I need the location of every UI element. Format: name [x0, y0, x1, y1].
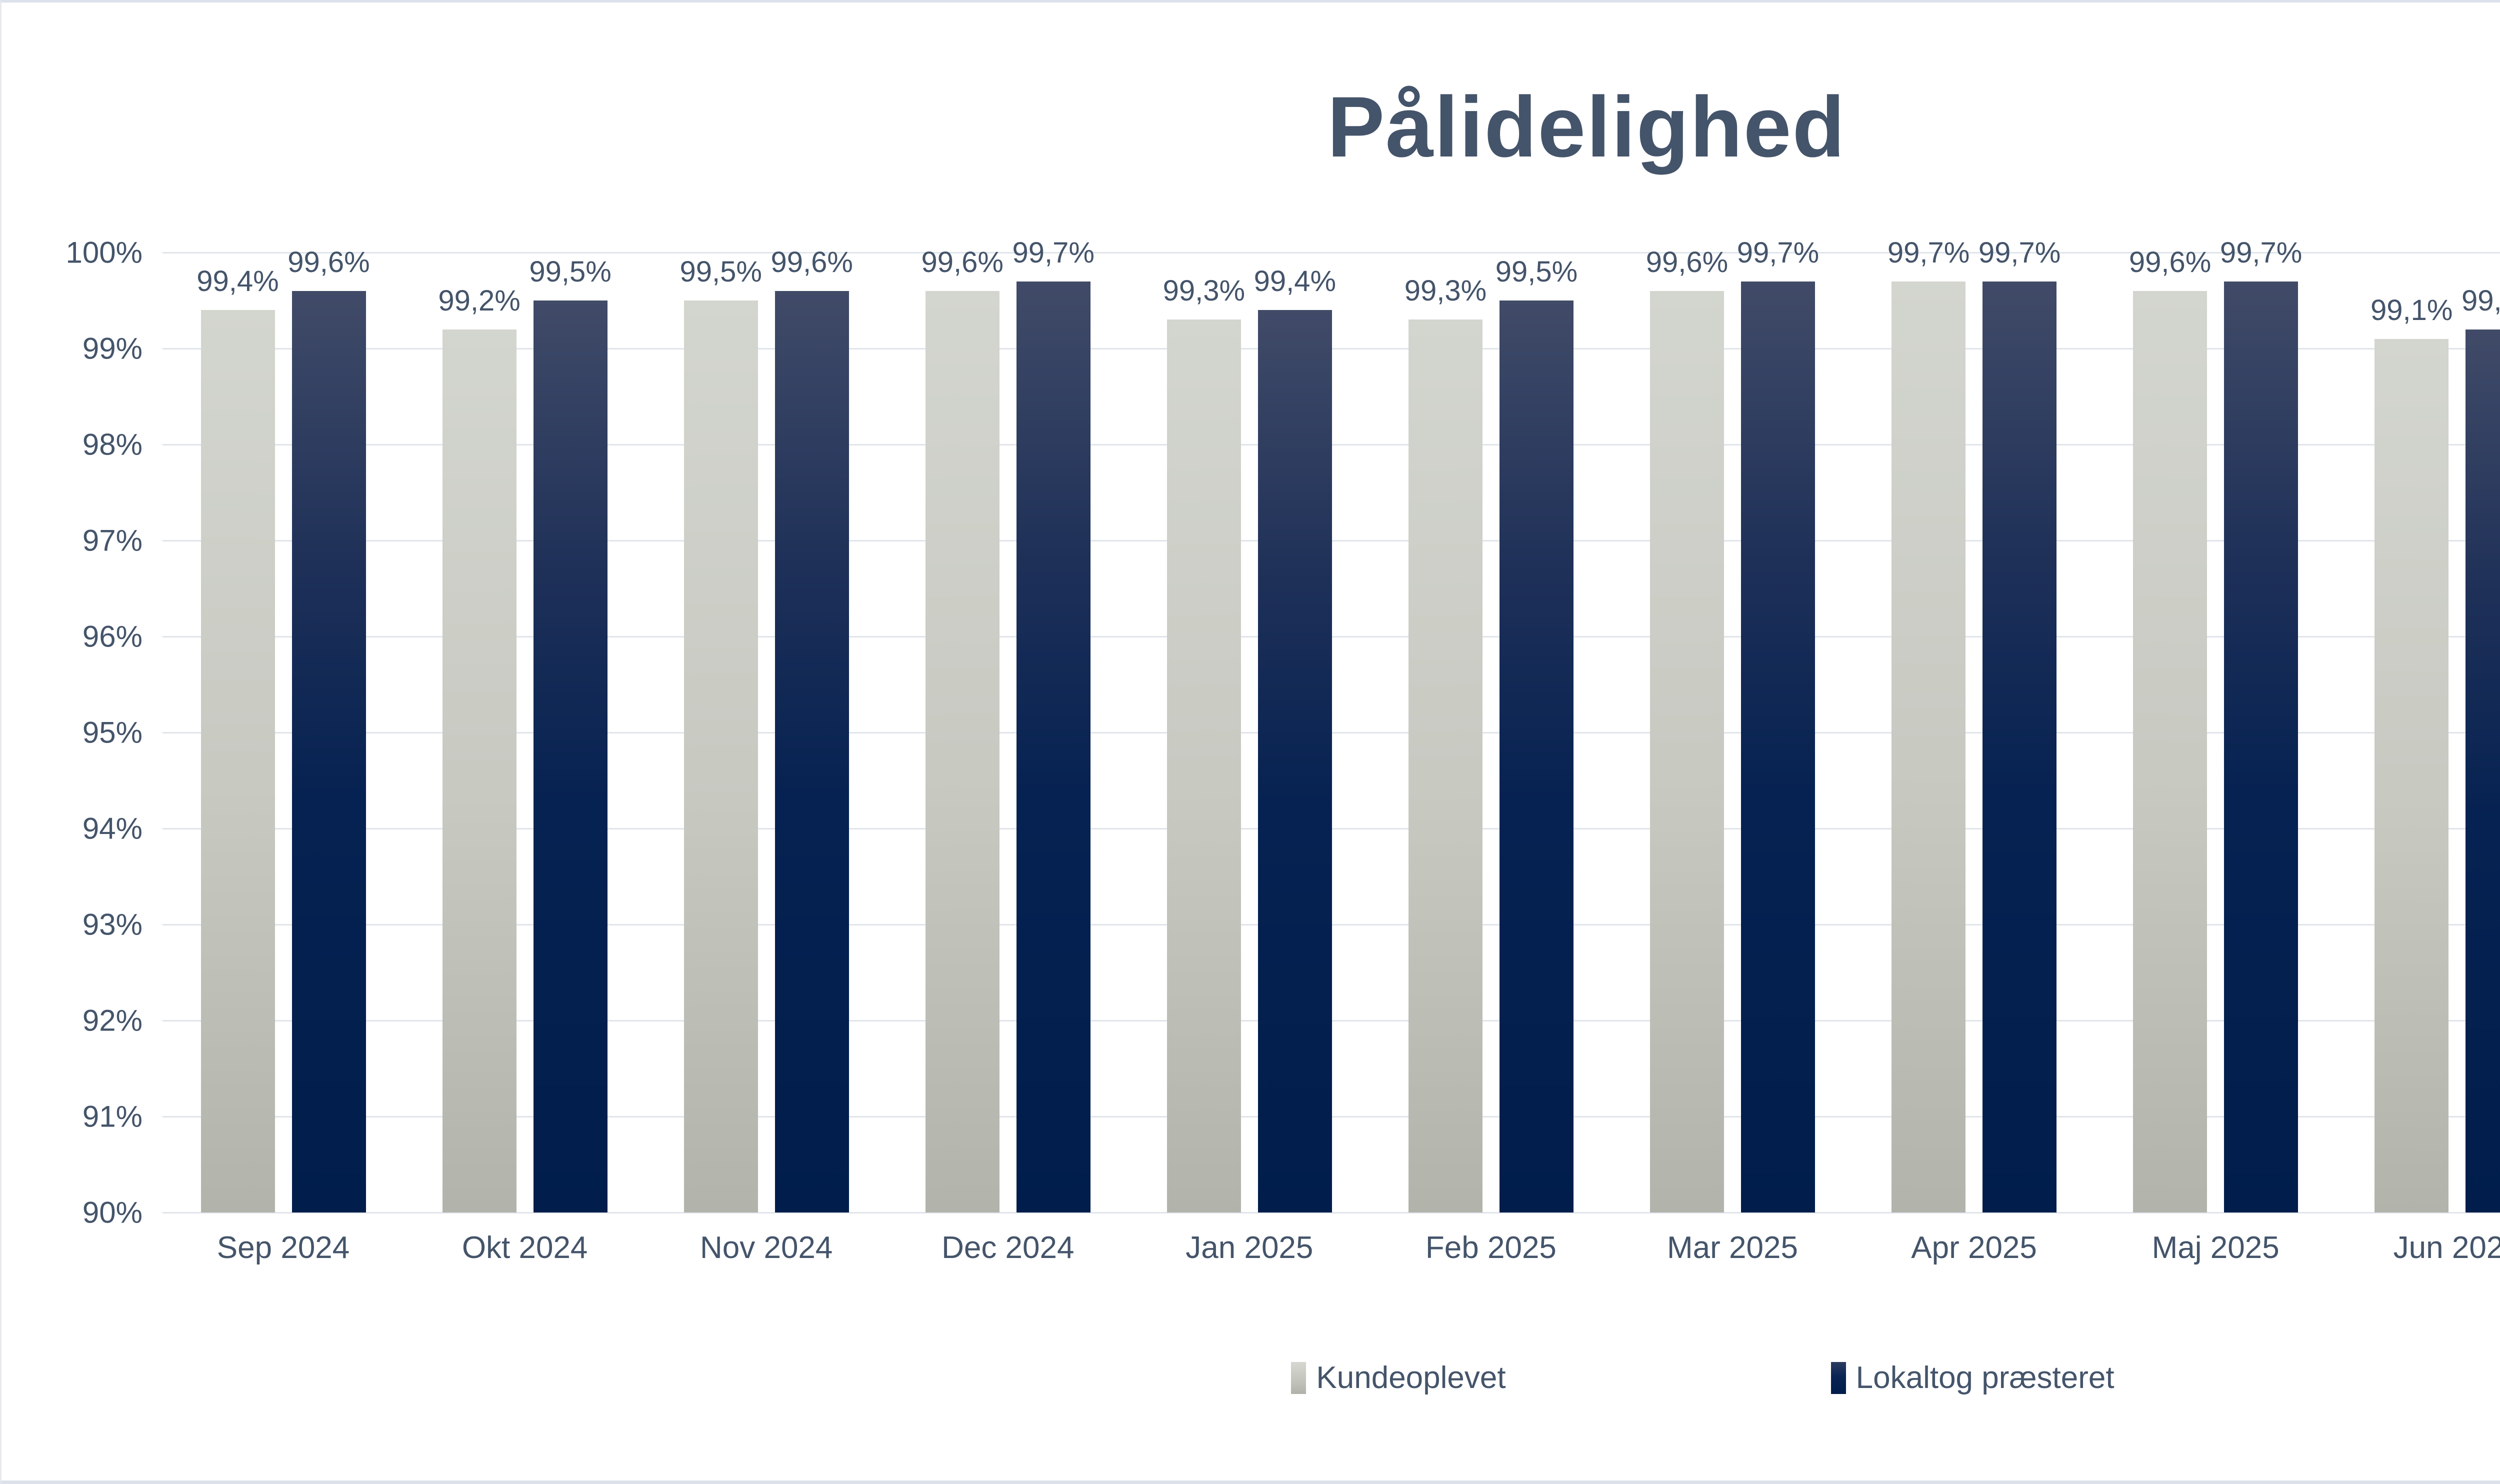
- bar-value-label: 99,1%: [2370, 294, 2453, 326]
- y-axis-tick: 99%: [82, 332, 142, 366]
- bar-kundeoplevet: 99,1%: [2370, 294, 2452, 1212]
- x-axis-label: Mar 2025: [1667, 1230, 1798, 1265]
- bar-lokaltog: 99,7%: [1978, 236, 2060, 1212]
- bar-value-label: 99,4%: [1254, 265, 1336, 298]
- y-axis-tick: 92%: [82, 1004, 142, 1038]
- legend-swatch-icon: [1291, 1362, 1306, 1394]
- bar-kundeoplevet: 99,4%: [196, 265, 279, 1212]
- y-axis-tick: 96%: [82, 620, 142, 654]
- y-axis-tick: 98%: [82, 428, 142, 462]
- y-axis-tick: 94%: [82, 812, 142, 846]
- bar-group: 99,3% 99,5%: [1370, 252, 1612, 1212]
- legend-label: Kundeoplevet: [1316, 1360, 1506, 1395]
- bar-group: 99,5% 99,6%: [646, 246, 887, 1212]
- x-axis-label: Feb 2025: [1425, 1230, 1556, 1265]
- bar-lokaltog: 99,2%: [2462, 284, 2500, 1212]
- bar-group: 99,3% 99,4%: [1128, 252, 1370, 1212]
- bar-value-label: 99,6%: [288, 246, 370, 278]
- bar-kundeoplevet: 99,5%: [680, 256, 762, 1212]
- bar-value-label: 99,7%: [1978, 236, 2061, 269]
- x-axis-label: Jun 2025: [2393, 1230, 2500, 1265]
- bar-value-label: 99,6%: [2128, 246, 2212, 278]
- bar-lokaltog: 99,4%: [1254, 265, 1336, 1212]
- bar-group: 99,1% 99,2%: [2336, 252, 2500, 1212]
- bar-value-label: 99,5%: [1495, 256, 1578, 288]
- chart-title: Pålidelighed: [1327, 79, 1846, 175]
- x-axis-label: Sep 2024: [216, 1230, 350, 1265]
- bar-value-label: 99,4%: [196, 265, 279, 298]
- bar-value-label: 99,7%: [1736, 236, 1820, 269]
- y-axis-tick: 91%: [82, 1100, 142, 1134]
- legend-item-lokaltog-praesteret: Lokaltog præsteret: [1830, 1360, 2114, 1396]
- bar-lokaltog: 99,7%: [1012, 236, 1094, 1212]
- y-axis-tick: 100%: [66, 236, 142, 270]
- legend-item-kundeoplevet: Kundeoplevet: [1291, 1360, 1506, 1396]
- x-axis: Sep 2024 Okt 2024 Nov 2024 Dec 2024 Jan 2025…: [162, 1230, 2500, 1266]
- x-axis-label: Okt 2024: [462, 1230, 588, 1265]
- x-axis-label: Nov 2024: [700, 1230, 833, 1265]
- bar-group: 99,2% 99,5%: [404, 252, 646, 1212]
- gridline: [162, 1212, 2500, 1214]
- bar-value-label: 99,7%: [1887, 236, 1970, 269]
- bar-lokaltog: 99,7%: [2220, 236, 2302, 1212]
- bar-group: 99,4% 99,6%: [162, 246, 404, 1212]
- legend-label: Lokaltog præsteret: [1856, 1360, 2114, 1395]
- bar-kundeoplevet: 99,7%: [1888, 236, 1970, 1212]
- x-axis-label: Dec 2024: [942, 1230, 1074, 1265]
- bar-lokaltog: 99,7%: [1737, 236, 1819, 1212]
- bar-value-label: 99,2%: [438, 284, 520, 317]
- bar-value-label: 99,7%: [1012, 236, 1094, 269]
- bar-value-label: 99,3%: [1162, 274, 1246, 308]
- bar-value-label: 99,6%: [921, 246, 1004, 278]
- bar-kundeoplevet: 99,6%: [1646, 246, 1728, 1212]
- bar-value-label: 99,6%: [770, 246, 853, 278]
- bar-lokaltog: 99,6%: [288, 246, 370, 1212]
- bar-kundeoplevet: 99,6%: [2129, 246, 2211, 1212]
- y-axis: 100% 99% 98% 97% 96% 95% 94% 93% 92% 91% 90%: [2, 236, 142, 1230]
- bar-value-label: 99,3%: [1404, 274, 1487, 308]
- y-axis-tick: 97%: [82, 524, 142, 558]
- bar-kundeoplevet: 99,6%: [922, 246, 1004, 1212]
- y-axis-tick: 93%: [82, 908, 142, 942]
- legend: Kundeoplevet Lokaltog præsteret: [2, 1360, 2500, 1396]
- bar-kundeoplevet: 99,3%: [1163, 274, 1245, 1212]
- bar-groups: 99,4% 99,6% 99,2% 99,5% 99,5% 99,6% 99,6% 99,7%…: [162, 236, 2500, 1212]
- x-axis-label: Maj 2025: [2152, 1230, 2280, 1265]
- y-axis-tick: 90%: [82, 1196, 142, 1230]
- x-axis-label: Jan 2025: [1186, 1230, 1314, 1265]
- bar-value-label: 99,7%: [2220, 236, 2302, 269]
- bar-value-label: 99,6%: [1646, 246, 1728, 278]
- bar-group: 99,7% 99,7%: [1854, 236, 2095, 1212]
- bar-kundeoplevet: 99,2%: [438, 284, 520, 1212]
- bar-value-label: 99,5%: [680, 256, 762, 288]
- bar-kundeoplevet: 99,3%: [1404, 274, 1486, 1212]
- bar-group: 99,6% 99,7%: [2095, 236, 2336, 1212]
- y-axis-tick: 95%: [82, 716, 142, 750]
- bar-value-label: 99,2%: [2462, 284, 2500, 317]
- gridline: [162, 252, 2500, 254]
- bar-group: 99,6% 99,7%: [1612, 236, 1853, 1212]
- bar-lokaltog: 99,5%: [1496, 256, 1578, 1212]
- x-axis-label: Apr 2025: [1911, 1230, 2037, 1265]
- bar-lokaltog: 99,6%: [770, 246, 853, 1212]
- bar-value-label: 99,5%: [529, 256, 612, 288]
- legend-swatch-icon: [1830, 1362, 1846, 1394]
- bar-lokaltog: 99,5%: [529, 256, 612, 1212]
- bar-group: 99,6% 99,7%: [887, 236, 1128, 1212]
